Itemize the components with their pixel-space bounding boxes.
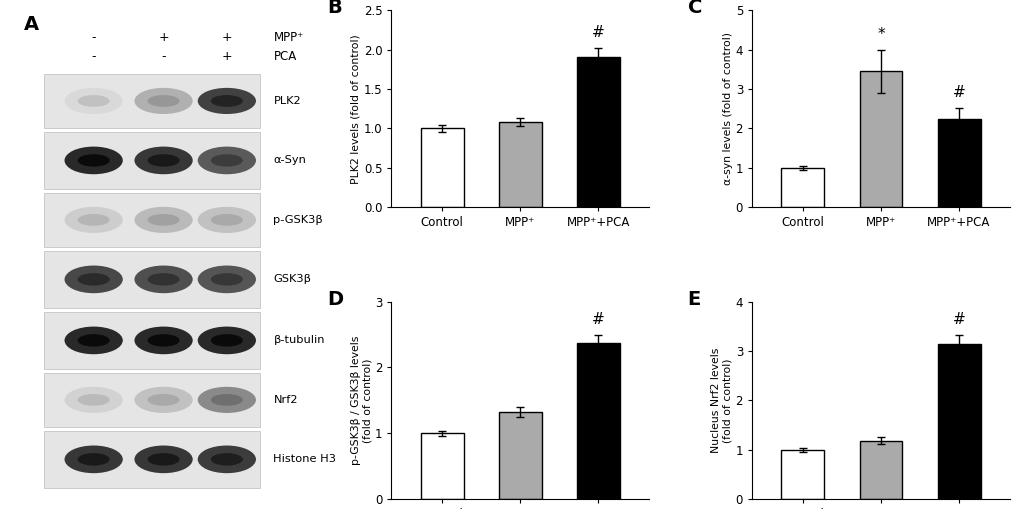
Text: MPP⁺: MPP⁺ <box>273 31 304 44</box>
Ellipse shape <box>77 214 110 226</box>
Y-axis label: p-GSK3β / GSK3β levels
(fold of control): p-GSK3β / GSK3β levels (fold of control) <box>351 335 372 465</box>
Ellipse shape <box>198 147 256 174</box>
Text: #: # <box>952 85 964 100</box>
Text: #: # <box>591 25 604 40</box>
Ellipse shape <box>148 214 179 226</box>
Y-axis label: α-syn levels (fold of control): α-syn levels (fold of control) <box>722 32 732 185</box>
Bar <box>420 433 464 499</box>
Text: A: A <box>23 15 39 34</box>
Ellipse shape <box>77 453 110 466</box>
Ellipse shape <box>198 387 256 413</box>
Text: B: B <box>327 0 341 17</box>
Bar <box>936 344 979 499</box>
FancyBboxPatch shape <box>44 312 260 369</box>
Text: E: E <box>687 290 700 309</box>
Ellipse shape <box>148 453 179 466</box>
Ellipse shape <box>135 387 193 413</box>
Ellipse shape <box>148 334 179 347</box>
FancyBboxPatch shape <box>44 431 260 488</box>
Ellipse shape <box>77 334 110 347</box>
Bar <box>577 58 620 207</box>
Ellipse shape <box>211 394 243 406</box>
Text: β-tubulin: β-tubulin <box>273 335 325 346</box>
Ellipse shape <box>198 207 256 233</box>
Ellipse shape <box>135 147 193 174</box>
Ellipse shape <box>77 95 110 107</box>
Text: *: * <box>876 26 883 42</box>
Text: PCA: PCA <box>273 50 297 63</box>
Text: D: D <box>327 290 342 309</box>
Ellipse shape <box>211 273 243 286</box>
Text: +: + <box>221 50 232 63</box>
Ellipse shape <box>211 334 243 347</box>
Ellipse shape <box>64 387 122 413</box>
Text: PLK2: PLK2 <box>273 96 301 106</box>
Ellipse shape <box>135 327 193 354</box>
Ellipse shape <box>77 394 110 406</box>
Ellipse shape <box>148 394 179 406</box>
Text: -: - <box>92 50 96 63</box>
Text: C: C <box>687 0 701 17</box>
Ellipse shape <box>77 273 110 286</box>
FancyBboxPatch shape <box>44 192 260 247</box>
Bar <box>498 122 541 207</box>
Ellipse shape <box>64 445 122 473</box>
Ellipse shape <box>64 88 122 114</box>
Ellipse shape <box>148 154 179 166</box>
Ellipse shape <box>135 445 193 473</box>
Bar <box>420 128 464 207</box>
Ellipse shape <box>64 207 122 233</box>
Ellipse shape <box>148 95 179 107</box>
Ellipse shape <box>135 207 193 233</box>
Bar <box>859 441 902 499</box>
Bar <box>781 449 823 499</box>
FancyBboxPatch shape <box>44 373 260 427</box>
Text: #: # <box>591 312 604 327</box>
Text: +: + <box>158 31 169 44</box>
Ellipse shape <box>148 273 179 286</box>
Text: +: + <box>221 31 232 44</box>
FancyBboxPatch shape <box>44 250 260 308</box>
Ellipse shape <box>211 453 243 466</box>
Bar <box>577 343 620 499</box>
Ellipse shape <box>198 445 256 473</box>
Ellipse shape <box>64 327 122 354</box>
Text: α-Syn: α-Syn <box>273 155 306 165</box>
Y-axis label: Nucleus Nrf2 levels
(fold of control): Nucleus Nrf2 levels (fold of control) <box>710 348 732 453</box>
Ellipse shape <box>211 95 243 107</box>
Bar <box>859 71 902 207</box>
Bar <box>936 119 979 207</box>
Ellipse shape <box>211 154 243 166</box>
Ellipse shape <box>198 88 256 114</box>
Bar <box>781 168 823 207</box>
Ellipse shape <box>135 266 193 293</box>
FancyBboxPatch shape <box>44 132 260 189</box>
Ellipse shape <box>77 154 110 166</box>
Ellipse shape <box>211 214 243 226</box>
Ellipse shape <box>198 327 256 354</box>
Text: p-GSK3β: p-GSK3β <box>273 215 323 225</box>
Text: -: - <box>92 31 96 44</box>
Ellipse shape <box>135 88 193 114</box>
Ellipse shape <box>198 266 256 293</box>
Text: Nrf2: Nrf2 <box>273 395 298 405</box>
Text: GSK3β: GSK3β <box>273 274 311 285</box>
Text: Histone H3: Histone H3 <box>273 455 336 464</box>
Y-axis label: PLK2 levels (fold of control): PLK2 levels (fold of control) <box>351 34 361 184</box>
Ellipse shape <box>64 266 122 293</box>
Text: -: - <box>161 50 166 63</box>
Ellipse shape <box>64 147 122 174</box>
Text: #: # <box>952 312 964 327</box>
FancyBboxPatch shape <box>44 74 260 128</box>
Bar <box>498 412 541 499</box>
